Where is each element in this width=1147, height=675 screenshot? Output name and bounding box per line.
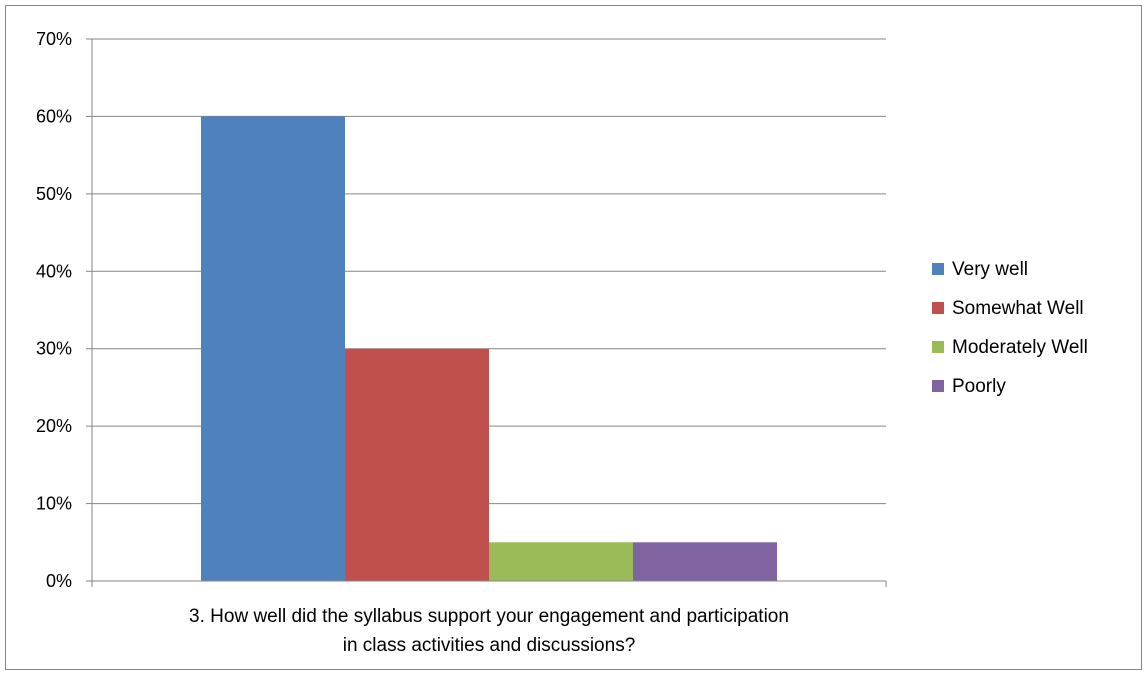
bars	[201, 116, 777, 581]
bar-moderately-well	[489, 542, 633, 581]
legend-swatch	[932, 380, 944, 392]
legend-label: Somewhat Well	[952, 298, 1084, 319]
y-tick-label: 20%	[36, 416, 72, 436]
x-category-label: 3. How well did the syllabus support you…	[189, 606, 789, 656]
y-tick-label: 60%	[36, 106, 72, 126]
legend-swatch	[932, 263, 944, 275]
legend: Very well Somewhat Well Moderately Well Poo…	[932, 259, 1088, 397]
bar-poorly	[633, 542, 777, 581]
legend-swatch	[932, 341, 944, 353]
axes	[86, 38, 887, 587]
legend-swatch	[932, 302, 944, 314]
x-category-label-line: 3. How well did the syllabus support you…	[189, 606, 789, 627]
bar-somewhat-well	[345, 348, 489, 581]
y-tick-label: 40%	[36, 261, 72, 281]
y-tick-label: 70%	[36, 29, 72, 49]
y-tick-labels: 0% 10% 20% 30% 40% 50% 60% 70%	[36, 29, 72, 591]
bar-very-well	[201, 116, 345, 581]
y-tick-label: 30%	[36, 339, 72, 359]
y-tick-label: 10%	[36, 494, 72, 514]
y-tick-label: 50%	[36, 184, 72, 204]
legend-label: Moderately Well	[952, 337, 1088, 358]
legend-label: Very well	[952, 259, 1028, 280]
x-category-label-line: in class activities and discussions?	[343, 635, 636, 656]
y-tick-label: 0%	[46, 571, 72, 591]
legend-label: Poorly	[952, 376, 1006, 397]
